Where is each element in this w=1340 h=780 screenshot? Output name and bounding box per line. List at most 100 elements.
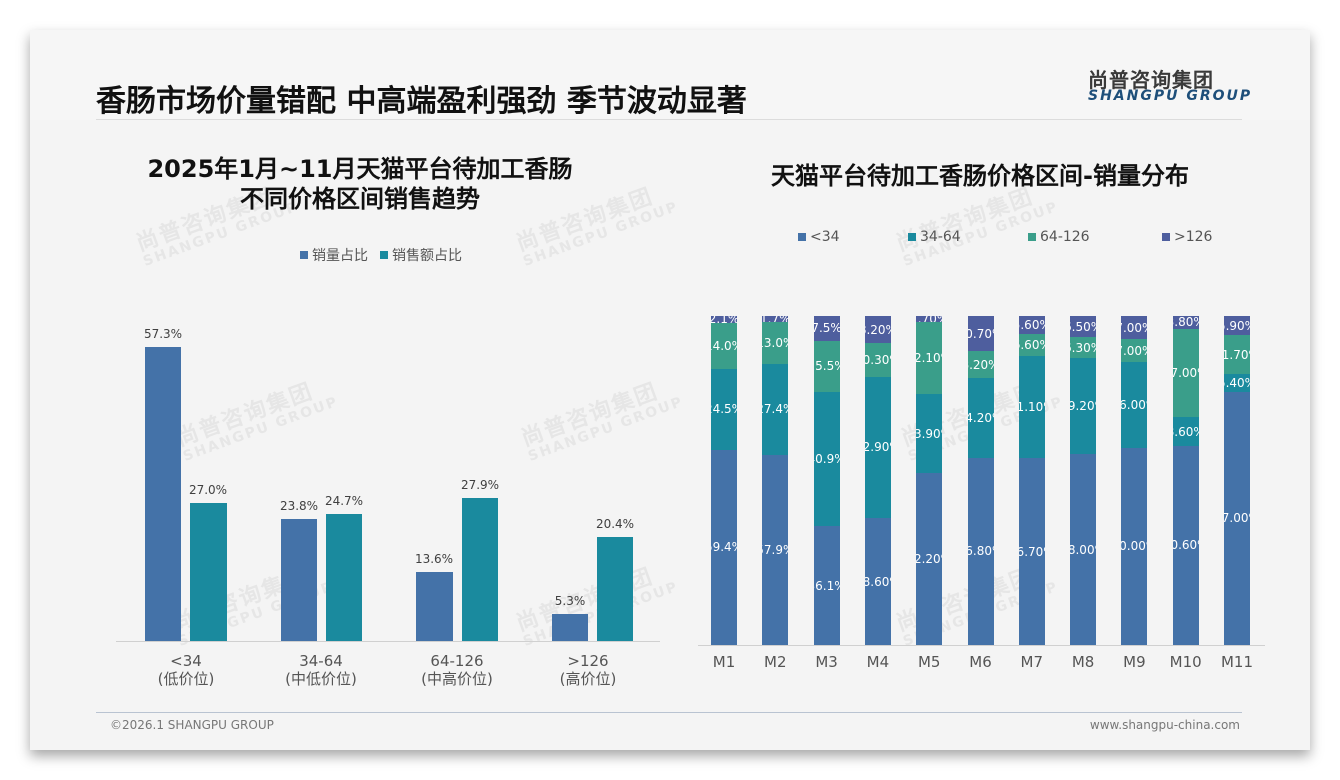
stack-segment: 5.60%	[1018, 316, 1045, 335]
stack-segment: 15.5%	[813, 340, 840, 392]
stack-segment: 8.20%	[967, 351, 994, 379]
page-title: 香肠市场价量错配 中高端盈利强劲 季节波动显著	[96, 84, 747, 119]
legend-swatch-icon	[1162, 233, 1170, 241]
bar-value-label: 24.7%	[324, 494, 364, 508]
stack-segment: 77.00%	[1224, 391, 1250, 645]
legend-item-volume: 销量占比	[300, 245, 368, 265]
legend-swatch-icon	[1028, 233, 1036, 241]
stack-segment: 6.60%	[1018, 334, 1045, 357]
stacked-column: 77.00%5.40%11.70%5.90%	[1224, 316, 1250, 645]
stack-segment: 5.40%	[1224, 373, 1250, 392]
stack-segment: 36.1%	[813, 526, 840, 645]
stacked-column: 59.4%24.5%14.0%2.1%	[711, 316, 737, 645]
bar-volume	[281, 519, 317, 641]
header: 香肠市场价量错配 中高端盈利强劲 季节波动显著 尚普咨询集团 SHANGPU G…	[30, 30, 1310, 120]
stack-segment: 8.60%	[1172, 417, 1199, 446]
footer-website: www.shangpu-china.com	[1089, 718, 1240, 732]
stacked-column: 56.70%31.10%6.60%5.60%	[1018, 316, 1045, 645]
category-label: <34 (低价位)	[157, 652, 215, 688]
stack-segment: 60.60%	[1172, 445, 1199, 645]
stacked-column: 38.60%42.90%10.30%8.20%	[864, 316, 891, 645]
stack-segment: 11.70%	[1224, 335, 1250, 374]
stack-segment: 40.9%	[813, 391, 840, 527]
stack-segment: 1.70%	[916, 316, 943, 322]
footer-divider	[96, 712, 1242, 713]
stacked-column: 36.1%40.9%15.5%7.5%	[813, 316, 840, 645]
legend-item-sales: 销售额占比	[380, 245, 462, 265]
legend-item-64-126: 64-126	[1028, 229, 1150, 245]
stack-segment: 22.10%	[916, 321, 943, 395]
slide: 香肠市场价量错配 中高端盈利强劲 季节波动显著 尚普咨询集团 SHANGPU G…	[30, 30, 1310, 750]
bar-volume	[145, 347, 181, 641]
legend-item-lt34: <34	[798, 229, 896, 245]
stack-segment: 10.70%	[967, 316, 994, 352]
bar-sales	[190, 503, 227, 641]
stack-segment: 26.00%	[1121, 362, 1148, 448]
bar-value-label: 20.4%	[595, 517, 635, 531]
stacked-column: 57.9%27.4%13.0%1.7%	[762, 316, 789, 645]
month-label: M9	[1123, 653, 1146, 671]
stack-segment: 56.80%	[967, 457, 994, 645]
bar-value-label: 27.0%	[188, 483, 228, 497]
bar-volume	[416, 572, 453, 641]
legend-swatch-icon	[380, 251, 388, 259]
bar-value-label: 13.6%	[414, 552, 454, 566]
stack-segment: 5.90%	[1224, 316, 1250, 336]
stacked-column: 60.00%26.00%7.00%7.00%	[1121, 316, 1148, 645]
legend-swatch-icon	[908, 233, 916, 241]
category-label: >126 (高价位)	[559, 652, 617, 688]
stacked-column: 56.80%24.20%8.20%10.70%	[967, 316, 994, 645]
stack-segment: 56.70%	[1018, 458, 1045, 645]
stack-segment: 10.30%	[864, 343, 891, 377]
stack-segment: 27.00%	[1172, 328, 1199, 418]
month-label: M4	[866, 653, 890, 671]
stack-segment: 7.00%	[1121, 316, 1148, 340]
stack-segment: 24.5%	[711, 368, 737, 450]
stack-segment: 23.90%	[916, 394, 943, 474]
month-label: M5	[917, 653, 941, 671]
x-axis	[116, 641, 660, 642]
bar-value-label: 5.3%	[554, 594, 586, 608]
bar-sales	[597, 537, 633, 641]
stack-segment: 38.60%	[864, 518, 891, 645]
left-chart-title: 2025年1月~11月天猫平台待加工香肠 不同价格区间销售趋势	[147, 155, 573, 213]
legend-item-gt126: >126	[1162, 229, 1212, 245]
stacked-column: 58.00%29.20%6.30%6.50%	[1070, 316, 1097, 645]
month-label: M2	[764, 653, 787, 671]
month-label: M11	[1220, 653, 1254, 671]
stack-segment: 6.30%	[1070, 337, 1097, 359]
stack-segment: 13.0%	[762, 321, 789, 365]
stack-segment: 7.5%	[813, 316, 840, 341]
stack-segment: 31.10%	[1018, 356, 1045, 459]
category-label: 64-126 (中高价位)	[421, 652, 493, 688]
legend-item-34-64: 34-64	[908, 229, 1016, 245]
footer-copyright: ©2026.1 SHANGPU GROUP	[110, 718, 274, 732]
month-label: M7	[1020, 653, 1044, 671]
month-label: M1	[712, 653, 736, 671]
stack-segment: 8.20%	[864, 316, 891, 343]
stack-segment: 3.80%	[1172, 316, 1199, 329]
stack-segment: 6.50%	[1070, 316, 1097, 338]
x-axis	[698, 645, 1265, 646]
stack-segment: 59.4%	[711, 449, 737, 645]
bar-sales	[326, 514, 362, 641]
stack-segment: 29.20%	[1070, 358, 1097, 455]
logo-en: SHANGPU GROUP	[1088, 88, 1253, 104]
right-chart-legend: <34 34-64 64-126 >126	[798, 229, 1224, 245]
legend-swatch-icon	[300, 251, 308, 259]
month-label: M6	[969, 653, 992, 671]
stack-segment: 14.0%	[711, 322, 737, 369]
stack-segment: 52.20%	[916, 473, 943, 645]
stack-segment: 60.00%	[1121, 447, 1148, 645]
bar-sales	[462, 498, 498, 641]
stack-segment: 1.7%	[762, 316, 789, 322]
stacked-column: 52.20%23.90%22.10%1.70%	[916, 316, 943, 645]
bar-value-label: 27.9%	[460, 478, 500, 492]
month-label: M10	[1169, 653, 1202, 671]
right-chart-title: 天猫平台待加工香肠价格区间-销量分布	[771, 162, 1189, 190]
month-label: M3	[815, 653, 838, 671]
stack-segment: 24.20%	[967, 378, 994, 458]
category-label: 34-64 (中低价位)	[285, 652, 357, 688]
